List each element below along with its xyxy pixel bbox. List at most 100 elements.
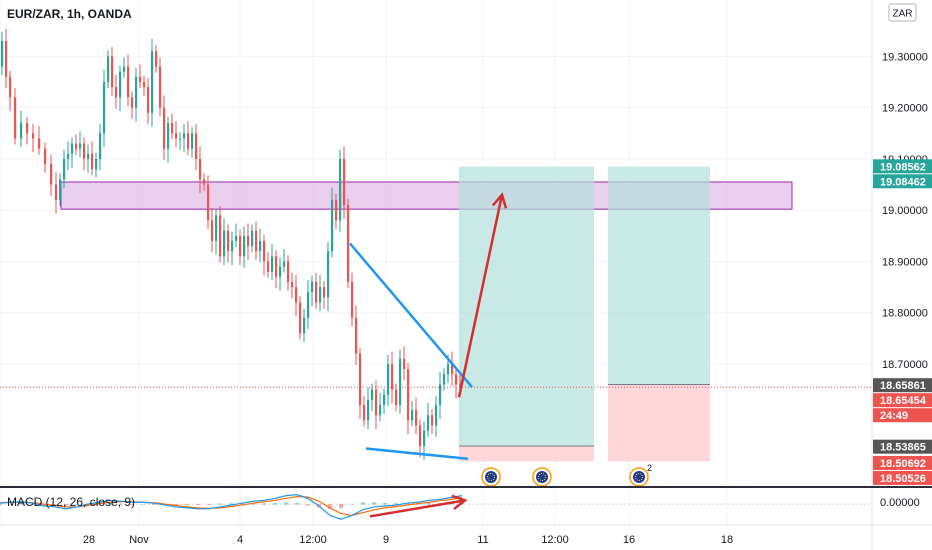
price-axis[interactable]: 19.3000019.2000019.1000019.0000018.90000… bbox=[873, 0, 932, 486]
price-label-5[interactable]: 18.53865 bbox=[873, 439, 932, 454]
candle-body-36 bbox=[155, 51, 158, 67]
macd-histogram-bar-25 bbox=[273, 502, 277, 505]
event-marker-1[interactable] bbox=[532, 467, 552, 487]
candle-body-35 bbox=[151, 51, 154, 113]
candle-body-19 bbox=[87, 153, 90, 159]
candle-body-41 bbox=[175, 133, 178, 139]
candle-body-71 bbox=[295, 287, 298, 303]
price-label-text-0: 19.08562 bbox=[880, 161, 926, 173]
position-target-zone-0[interactable] bbox=[459, 166, 594, 446]
candle-body-40 bbox=[171, 123, 174, 134]
candle-body-77 bbox=[319, 287, 322, 303]
candle-body-17 bbox=[79, 143, 82, 149]
macd-histogram-bar-27 bbox=[295, 502, 299, 505]
candle-body-21 bbox=[95, 158, 98, 170]
drawings[interactable] bbox=[349, 192, 508, 461]
currency-badge[interactable]: ZAR bbox=[888, 3, 917, 22]
macd-line bbox=[0, 494, 463, 520]
macd-legend[interactable]: MACD (12, 26, close, 9) bbox=[7, 495, 135, 509]
candle-body-68 bbox=[283, 261, 286, 267]
event-marker-0[interactable] bbox=[481, 467, 501, 487]
candle-body-75 bbox=[311, 281, 314, 293]
price-label-text-4: 24:49 bbox=[880, 410, 908, 422]
candle-body-110 bbox=[451, 363, 454, 375]
macd-histogram-bar-36 bbox=[394, 503, 398, 505]
candle-body-51 bbox=[215, 215, 218, 241]
macd-histogram-bar-19 bbox=[207, 504, 211, 505]
time-axis[interactable]: 28 Nov 4 12:00 9 11 12:00 16 18 bbox=[83, 534, 733, 546]
symbol-title[interactable]: EUR/ZAR, 1h, OANDA bbox=[7, 7, 132, 21]
candle-body-42 bbox=[179, 138, 182, 140]
candle-body-82 bbox=[339, 158, 342, 221]
candle-body-85 bbox=[351, 281, 354, 318]
candle-body-59 bbox=[247, 235, 250, 247]
price-label-4[interactable]: 24:49 bbox=[873, 408, 932, 423]
price-label-text-5: 18.53865 bbox=[880, 442, 926, 454]
macd-histogram-bar-35 bbox=[383, 502, 387, 505]
price-label-text-6: 18.50692 bbox=[880, 458, 926, 470]
candle-body-92 bbox=[379, 404, 382, 416]
event-marker-2[interactable]: 2 bbox=[629, 463, 652, 487]
candle-body-66 bbox=[275, 256, 278, 277]
candle-body-106 bbox=[435, 404, 438, 426]
price-label-2[interactable]: 18.65861 bbox=[873, 378, 932, 393]
event-stars-2 bbox=[635, 473, 643, 481]
price-label-6[interactable]: 18.50692 bbox=[873, 455, 932, 470]
trendline-0[interactable] bbox=[349, 242, 473, 388]
price-label-box-0 bbox=[873, 159, 932, 174]
position-stop-zone-0[interactable] bbox=[459, 445, 594, 462]
price-label-1[interactable]: 19.08462 bbox=[873, 174, 932, 189]
price-label-7[interactable]: 18.50526 bbox=[873, 470, 932, 485]
macd-histogram-bar-16 bbox=[174, 504, 178, 506]
candle-body-98 bbox=[403, 358, 406, 370]
time-tick-label-5: 11 bbox=[477, 534, 488, 546]
macd-histogram-bar-24 bbox=[262, 503, 266, 505]
candle-body-112 bbox=[459, 384, 462, 388]
price-label-3[interactable]: 18.65454 bbox=[873, 393, 932, 408]
event-markers[interactable]: 2 bbox=[481, 463, 652, 487]
candle-body-7 bbox=[32, 133, 35, 139]
projection-arrow-0[interactable] bbox=[457, 192, 508, 398]
grid bbox=[0, 0, 872, 525]
candle-body-58 bbox=[243, 235, 246, 257]
trendline-1[interactable] bbox=[365, 447, 469, 461]
candle-body-86 bbox=[355, 317, 358, 354]
candle-body-80 bbox=[331, 199, 334, 252]
candle-body-1 bbox=[1, 41, 4, 67]
macd-histogram-bar-0 bbox=[0, 504, 2, 505]
projection-arrow-0-head bbox=[491, 192, 508, 209]
candle-body-79 bbox=[327, 251, 330, 298]
candle-body-53 bbox=[223, 230, 226, 257]
candle-body-20 bbox=[91, 153, 94, 170]
position-zones[interactable] bbox=[60, 166, 793, 462]
candle-body-10 bbox=[50, 164, 53, 185]
position-stop-zone-1[interactable] bbox=[608, 384, 710, 462]
position-target-zone-1[interactable] bbox=[608, 166, 710, 385]
macd-histogram-bar-21 bbox=[229, 503, 233, 505]
price-tick-label-3: 19.00000 bbox=[882, 205, 928, 217]
candle-body-2 bbox=[5, 41, 8, 77]
price-label-box-6 bbox=[873, 455, 932, 470]
flag-eu-icon bbox=[536, 471, 548, 483]
candle-body-72 bbox=[299, 302, 302, 334]
price-tick-label-4: 18.90000 bbox=[882, 256, 928, 268]
candle-body-28 bbox=[123, 66, 126, 72]
candle-body-105 bbox=[431, 415, 434, 426]
time-tick-label-7: 16 bbox=[623, 534, 635, 546]
event-stars-1 bbox=[538, 473, 546, 481]
macd-histogram-bar-22 bbox=[240, 502, 244, 505]
event-count-2: 2 bbox=[647, 463, 652, 473]
candle-body-24 bbox=[107, 56, 110, 83]
candle-body-38 bbox=[163, 107, 166, 149]
macd-histogram-bar-14 bbox=[152, 504, 156, 505]
price-label-text-2: 18.65861 bbox=[880, 380, 926, 392]
macd-histogram-bar-18 bbox=[196, 504, 200, 506]
candle-body-70 bbox=[291, 281, 294, 288]
candle-body-30 bbox=[131, 97, 134, 108]
currency-badge-label: ZAR bbox=[893, 9, 913, 20]
price-label-0[interactable]: 19.08562 bbox=[873, 159, 932, 174]
candle-body-89 bbox=[367, 399, 370, 421]
macd-divergence-arrow[interactable] bbox=[369, 494, 468, 518]
macd-histogram-bar-26 bbox=[284, 502, 288, 505]
